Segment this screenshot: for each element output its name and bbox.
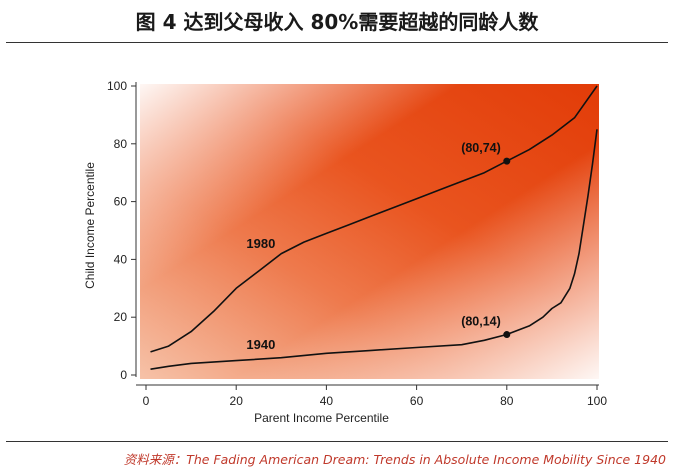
series-layer xyxy=(150,85,598,370)
annotation-point xyxy=(503,331,511,339)
y-tick-label: 60 xyxy=(114,195,128,209)
y-tick-label: 20 xyxy=(114,310,128,324)
y-axis-label: Child Income Percentile xyxy=(83,162,97,289)
bottom-divider xyxy=(6,441,668,442)
x-tick-label: 60 xyxy=(410,394,424,408)
density-fade-bottom-right xyxy=(140,84,599,379)
source-note: 资料来源：The Fading American Dream: Trends i… xyxy=(123,452,666,467)
series-line-1940 xyxy=(150,129,598,370)
figure-title: 图 4 达到父母收入 80%需要超越的同龄人数 xyxy=(135,10,539,34)
annotation-layer: 1980 1940 (80,74) (80,14) xyxy=(246,141,511,352)
annotation-label: (80,14) xyxy=(461,315,501,329)
mobility-chart: 0 20 40 60 80 100 0 20 40 60 80 100 Parent Income Pe… xyxy=(83,79,607,425)
y-tick-label: 100 xyxy=(107,79,127,93)
x-axis-label: Parent Income Percentile xyxy=(254,411,389,425)
axes: 0 20 40 60 80 100 0 20 40 60 80 100 Parent Income Pe… xyxy=(83,79,607,425)
density-background xyxy=(140,84,599,379)
annotation-point xyxy=(503,157,511,165)
series-label-1940: 1940 xyxy=(246,337,275,352)
top-divider xyxy=(6,42,668,43)
annotation-label: (80,74) xyxy=(461,141,501,155)
y-tick-label: 0 xyxy=(120,368,127,382)
y-tick-label: 80 xyxy=(114,137,128,151)
x-tick-label: 0 xyxy=(143,394,150,408)
x-tick-label: 100 xyxy=(587,394,607,408)
x-tick-label: 40 xyxy=(320,394,334,408)
series-line-1980 xyxy=(150,85,598,353)
x-tick-label: 20 xyxy=(230,394,244,408)
x-tick-label: 80 xyxy=(500,394,514,408)
series-label-1980: 1980 xyxy=(246,236,275,251)
y-tick-label: 40 xyxy=(114,252,128,266)
